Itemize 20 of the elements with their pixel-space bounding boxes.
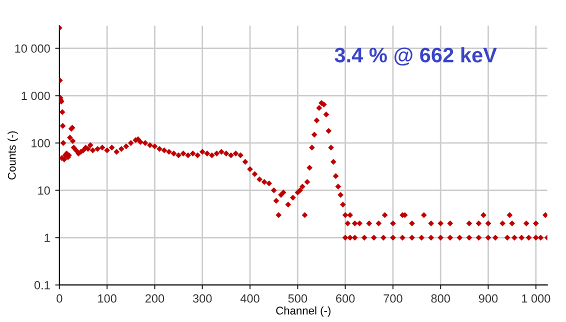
x-tick-label: 300 [192,294,212,303]
y-tick-label: 1 [44,234,50,242]
x-tick-label: 800 [431,294,450,303]
x-tick-label: 400 [240,294,260,303]
annotation: 3.4 % @ 662 keV [334,47,497,66]
y-axis-title: Counts (-) [8,131,18,180]
x-tick-label: 0 [56,294,62,303]
x-tick-label: 1 000 [522,294,550,303]
y-tick-label: 1 000 [22,92,50,100]
x-tick-label: 100 [98,294,116,303]
x-tick-label: 500 [288,294,308,303]
y-tick-label: 10 000 [15,44,50,53]
y-tick-label: 0.1 [34,281,50,290]
x-tick-label: 200 [145,294,164,303]
x-tick-label: 900 [478,294,498,303]
x-tick-label: 600 [336,294,355,303]
x-tick-label: 700 [384,294,402,303]
y-tick-label: 10 [38,186,50,195]
x-axis-title: Channel (-) [276,306,330,317]
y-tick-label: 100 [32,139,50,148]
